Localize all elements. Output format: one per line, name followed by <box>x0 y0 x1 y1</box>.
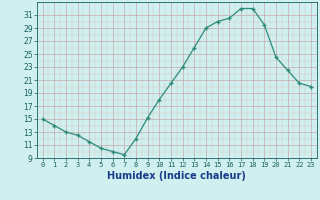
X-axis label: Humidex (Indice chaleur): Humidex (Indice chaleur) <box>108 171 246 181</box>
